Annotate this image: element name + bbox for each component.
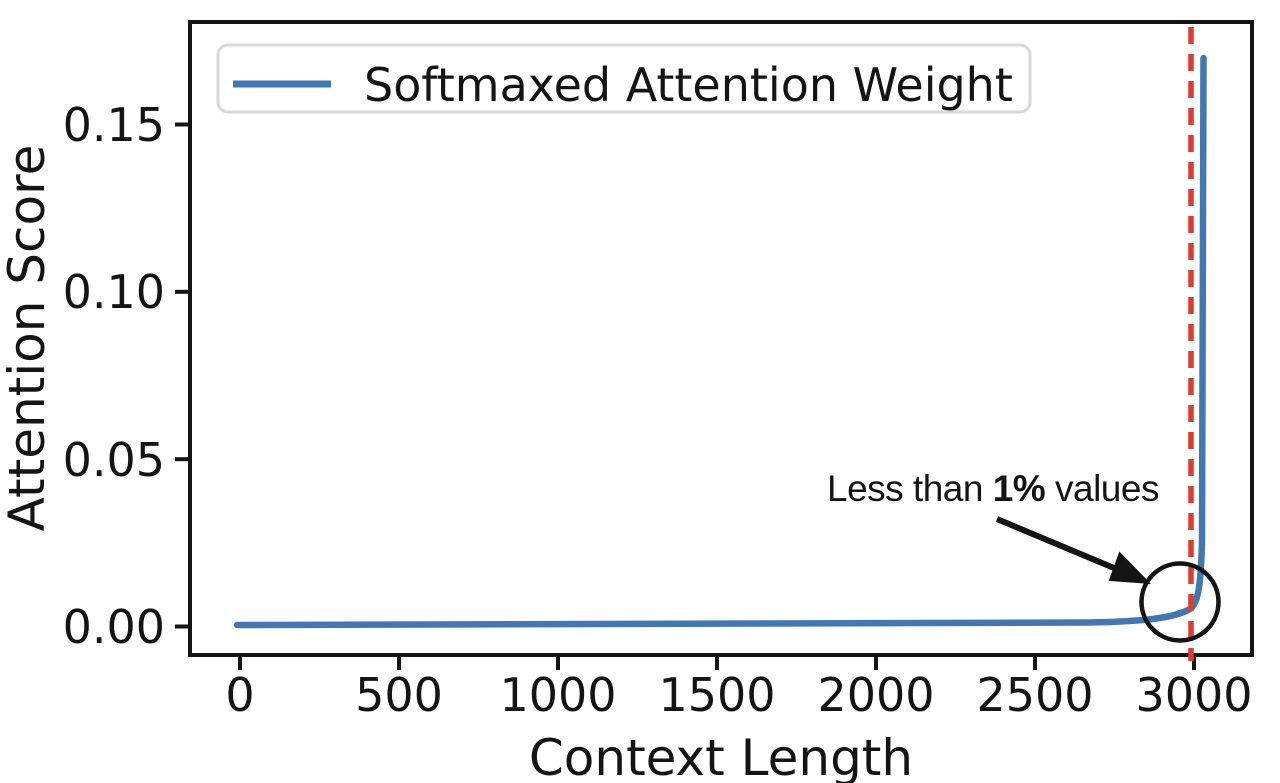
attention-curve	[233, 54, 1207, 629]
x-tick-label: 1500	[658, 668, 775, 722]
y-tick-marks	[175, 122, 190, 629]
legend: Softmaxed Attention Weight	[216, 43, 1032, 114]
annotation-text: Less than 1% values	[827, 468, 1159, 509]
legend-label: Softmaxed Attention Weight	[364, 58, 1013, 112]
x-tick-label: 1000	[499, 668, 616, 722]
y-tick-label: 0.05	[63, 433, 165, 487]
x-tick-label: 500	[355, 668, 443, 722]
annotation-arrowhead-icon	[1108, 551, 1151, 584]
y-axis-label: Attention Score	[0, 145, 56, 532]
legend-box	[216, 43, 1032, 114]
x-tick-marks	[238, 655, 1196, 670]
x-tick-label: 2000	[817, 668, 934, 722]
x-tick-labels: 0 500 1000 1500 2000 2500 3000	[225, 668, 1252, 722]
annotation-circle	[1139, 561, 1221, 643]
y-tick-labels: 0.00 0.05 0.10 0.15	[63, 98, 165, 654]
x-tick-label: 3000	[1135, 668, 1252, 722]
y-tick-label: 0.00	[63, 600, 165, 654]
x-tick-label: 2500	[976, 668, 1093, 722]
y-tick-label: 0.10	[63, 265, 165, 319]
y-tick-label: 0.15	[63, 98, 165, 152]
x-tick-label: 0	[225, 668, 254, 722]
x-axis-label: Context Length	[529, 729, 913, 783]
annotation-text-suffix: values	[1045, 468, 1159, 509]
annotation-arrow-shaft	[995, 516, 1116, 571]
annotation-text-prefix: Less than	[827, 468, 993, 509]
annotation-text-bold: 1%	[993, 468, 1045, 509]
